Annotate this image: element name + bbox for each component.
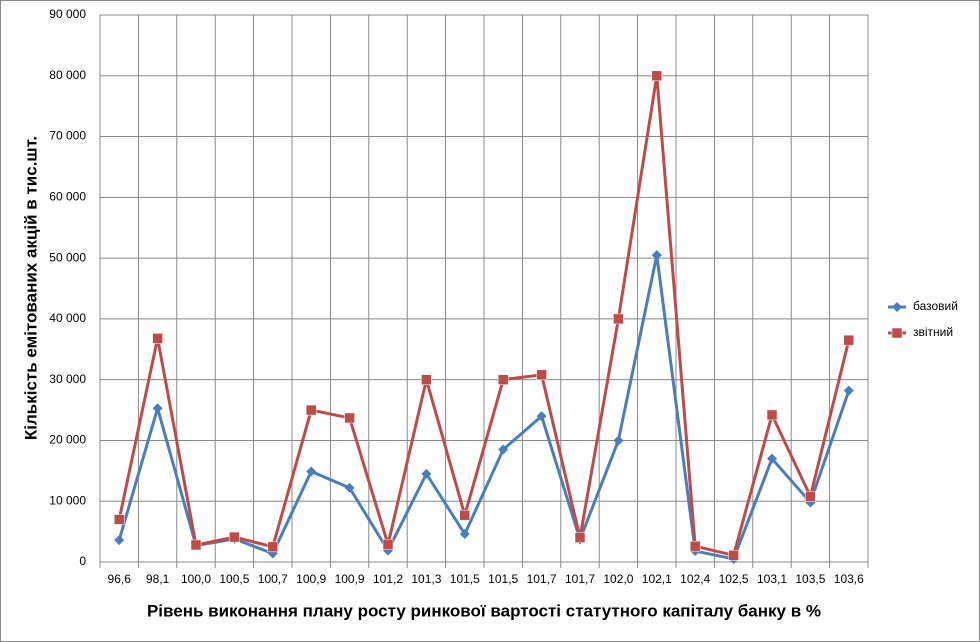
data-point bbox=[267, 541, 279, 553]
legend-marker bbox=[891, 327, 903, 339]
x-tick-label: 100,9 bbox=[335, 572, 365, 586]
data-point bbox=[152, 333, 163, 344]
data-point bbox=[114, 535, 125, 546]
y-tick-label: 80 000 bbox=[49, 68, 86, 82]
y-tick-label: 50 000 bbox=[49, 250, 86, 264]
data-point bbox=[613, 435, 624, 446]
y-tick-label: 20 000 bbox=[49, 433, 86, 447]
data-point bbox=[113, 514, 125, 525]
data-point bbox=[421, 468, 432, 479]
x-tick-label: 101,3 bbox=[411, 572, 441, 586]
x-tick-label: 101,7 bbox=[527, 572, 557, 586]
data-point bbox=[805, 491, 816, 502]
data-point bbox=[651, 250, 662, 261]
data-point bbox=[229, 531, 240, 543]
x-tick-label: 101,5 bbox=[488, 572, 518, 586]
x-tick-label: 102,1 bbox=[642, 572, 672, 586]
data-point bbox=[574, 532, 586, 543]
x-tick-label: 100,0 bbox=[181, 572, 211, 586]
data-point bbox=[536, 411, 547, 422]
y-tick-label: 70 000 bbox=[49, 129, 86, 143]
data-point bbox=[190, 539, 202, 551]
y-tick-label: 10 000 bbox=[49, 493, 86, 507]
y-tick-label: 40 000 bbox=[49, 311, 86, 325]
data-point bbox=[843, 385, 854, 396]
x-tick-label: 100,5 bbox=[219, 572, 249, 586]
x-tick-label: 102,4 bbox=[680, 572, 710, 586]
data-point bbox=[536, 369, 547, 381]
x-tick-label: 101,2 bbox=[373, 572, 403, 586]
data-point bbox=[459, 529, 470, 540]
legend-label: звітний bbox=[913, 325, 953, 339]
data-point bbox=[152, 403, 163, 414]
series-line bbox=[117, 253, 851, 561]
data-point bbox=[689, 540, 701, 552]
y-axis-title: Кількість емітованих акцій в тис.шт. bbox=[21, 136, 40, 440]
data-point bbox=[497, 374, 509, 385]
x-tick-label: 103,1 bbox=[757, 572, 787, 586]
data-point bbox=[459, 509, 471, 521]
legend-label: базовий bbox=[913, 299, 958, 313]
data-point bbox=[421, 374, 432, 385]
x-tick-label: 98,1 bbox=[146, 572, 170, 586]
data-point bbox=[767, 453, 777, 464]
y-tick-label: 60 000 bbox=[49, 190, 86, 204]
data-point bbox=[728, 550, 739, 561]
data-point bbox=[344, 412, 355, 424]
x-tick-label: 100,9 bbox=[296, 572, 326, 586]
x-tick-label: 101,5 bbox=[450, 572, 480, 586]
data-point bbox=[843, 334, 855, 346]
data-point bbox=[344, 482, 355, 493]
data-point bbox=[306, 466, 317, 477]
x-tick-label: 103,6 bbox=[834, 572, 864, 586]
legend-marker bbox=[892, 302, 902, 312]
y-tick-label: 30 000 bbox=[49, 372, 86, 386]
x-tick-label: 101,7 bbox=[565, 572, 595, 586]
data-point bbox=[498, 444, 509, 455]
x-tick-label: 96,6 bbox=[108, 572, 132, 586]
x-tick-label: 102,0 bbox=[603, 572, 633, 586]
x-tick-label: 102,5 bbox=[719, 572, 749, 586]
data-point bbox=[651, 70, 663, 82]
data-point bbox=[382, 539, 394, 550]
x-tick-label: 100,7 bbox=[258, 572, 288, 586]
x-axis-title: Рівень виконання плану росту ринкової ва… bbox=[147, 601, 821, 620]
y-tick-label: 90 000 bbox=[49, 7, 86, 21]
data-point bbox=[305, 404, 317, 416]
x-tick-label: 103,5 bbox=[795, 572, 825, 586]
y-tick-label: 0 bbox=[79, 554, 86, 568]
data-point bbox=[613, 313, 624, 325]
series-line bbox=[117, 74, 851, 557]
data-point bbox=[766, 409, 778, 421]
